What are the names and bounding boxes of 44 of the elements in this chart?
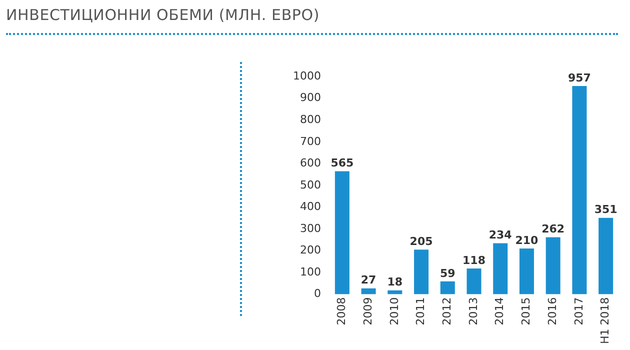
- y-tick-label: 900: [300, 91, 321, 104]
- bar: [572, 86, 587, 294]
- y-tick-label: 600: [300, 156, 321, 170]
- data-label: 18: [387, 276, 403, 289]
- x-tick-label: H1 2018: [598, 297, 612, 344]
- x-tick-label: 2011: [414, 297, 428, 326]
- data-label: 234: [488, 228, 512, 242]
- x-tick-label: 2017: [572, 297, 586, 326]
- data-label: 565: [330, 156, 354, 170]
- data-label: 351: [594, 203, 618, 216]
- y-tick-label: 1000: [292, 69, 321, 82]
- x-tick-label: 2008: [335, 297, 348, 326]
- bar: [519, 248, 534, 294]
- y-tick-label: 300: [300, 222, 321, 235]
- data-label: 59: [440, 266, 456, 280]
- y-tick-label: 800: [300, 112, 321, 126]
- x-tick-label: 2015: [520, 297, 533, 326]
- bar: [414, 250, 429, 294]
- bar: [440, 281, 455, 294]
- bar: [493, 243, 508, 294]
- x-tick-label: 2014: [493, 297, 506, 326]
- y-tick-label: 200: [300, 244, 321, 257]
- y-tick-label: 700: [300, 134, 321, 148]
- data-label: 262: [542, 222, 565, 236]
- data-label: 957: [568, 71, 591, 84]
- data-label: 210: [515, 234, 539, 247]
- bar: [466, 268, 482, 294]
- x-tick-label: 2010: [388, 297, 401, 326]
- data-label: 27: [360, 274, 376, 287]
- data-label: 118: [462, 254, 486, 267]
- bar: [334, 171, 350, 294]
- y-tick-label: 400: [300, 200, 321, 214]
- data-label: 205: [410, 234, 433, 248]
- bar: [546, 237, 560, 294]
- bar: [361, 288, 376, 294]
- y-tick-label: 500: [300, 178, 321, 192]
- x-tick-label: 2013: [466, 297, 480, 326]
- x-tick-label: 2009: [361, 297, 374, 326]
- x-tick-label: 2016: [546, 297, 559, 326]
- text: ИНВЕСТИЦИОННИ ОБЕМИ (МЛН. ЕВРО): [6, 6, 320, 24]
- y-tick-label: 0: [314, 287, 321, 300]
- bar: [598, 218, 614, 294]
- x-tick-label: 2012: [440, 297, 454, 326]
- y-tick-label: 100: [300, 265, 321, 278]
